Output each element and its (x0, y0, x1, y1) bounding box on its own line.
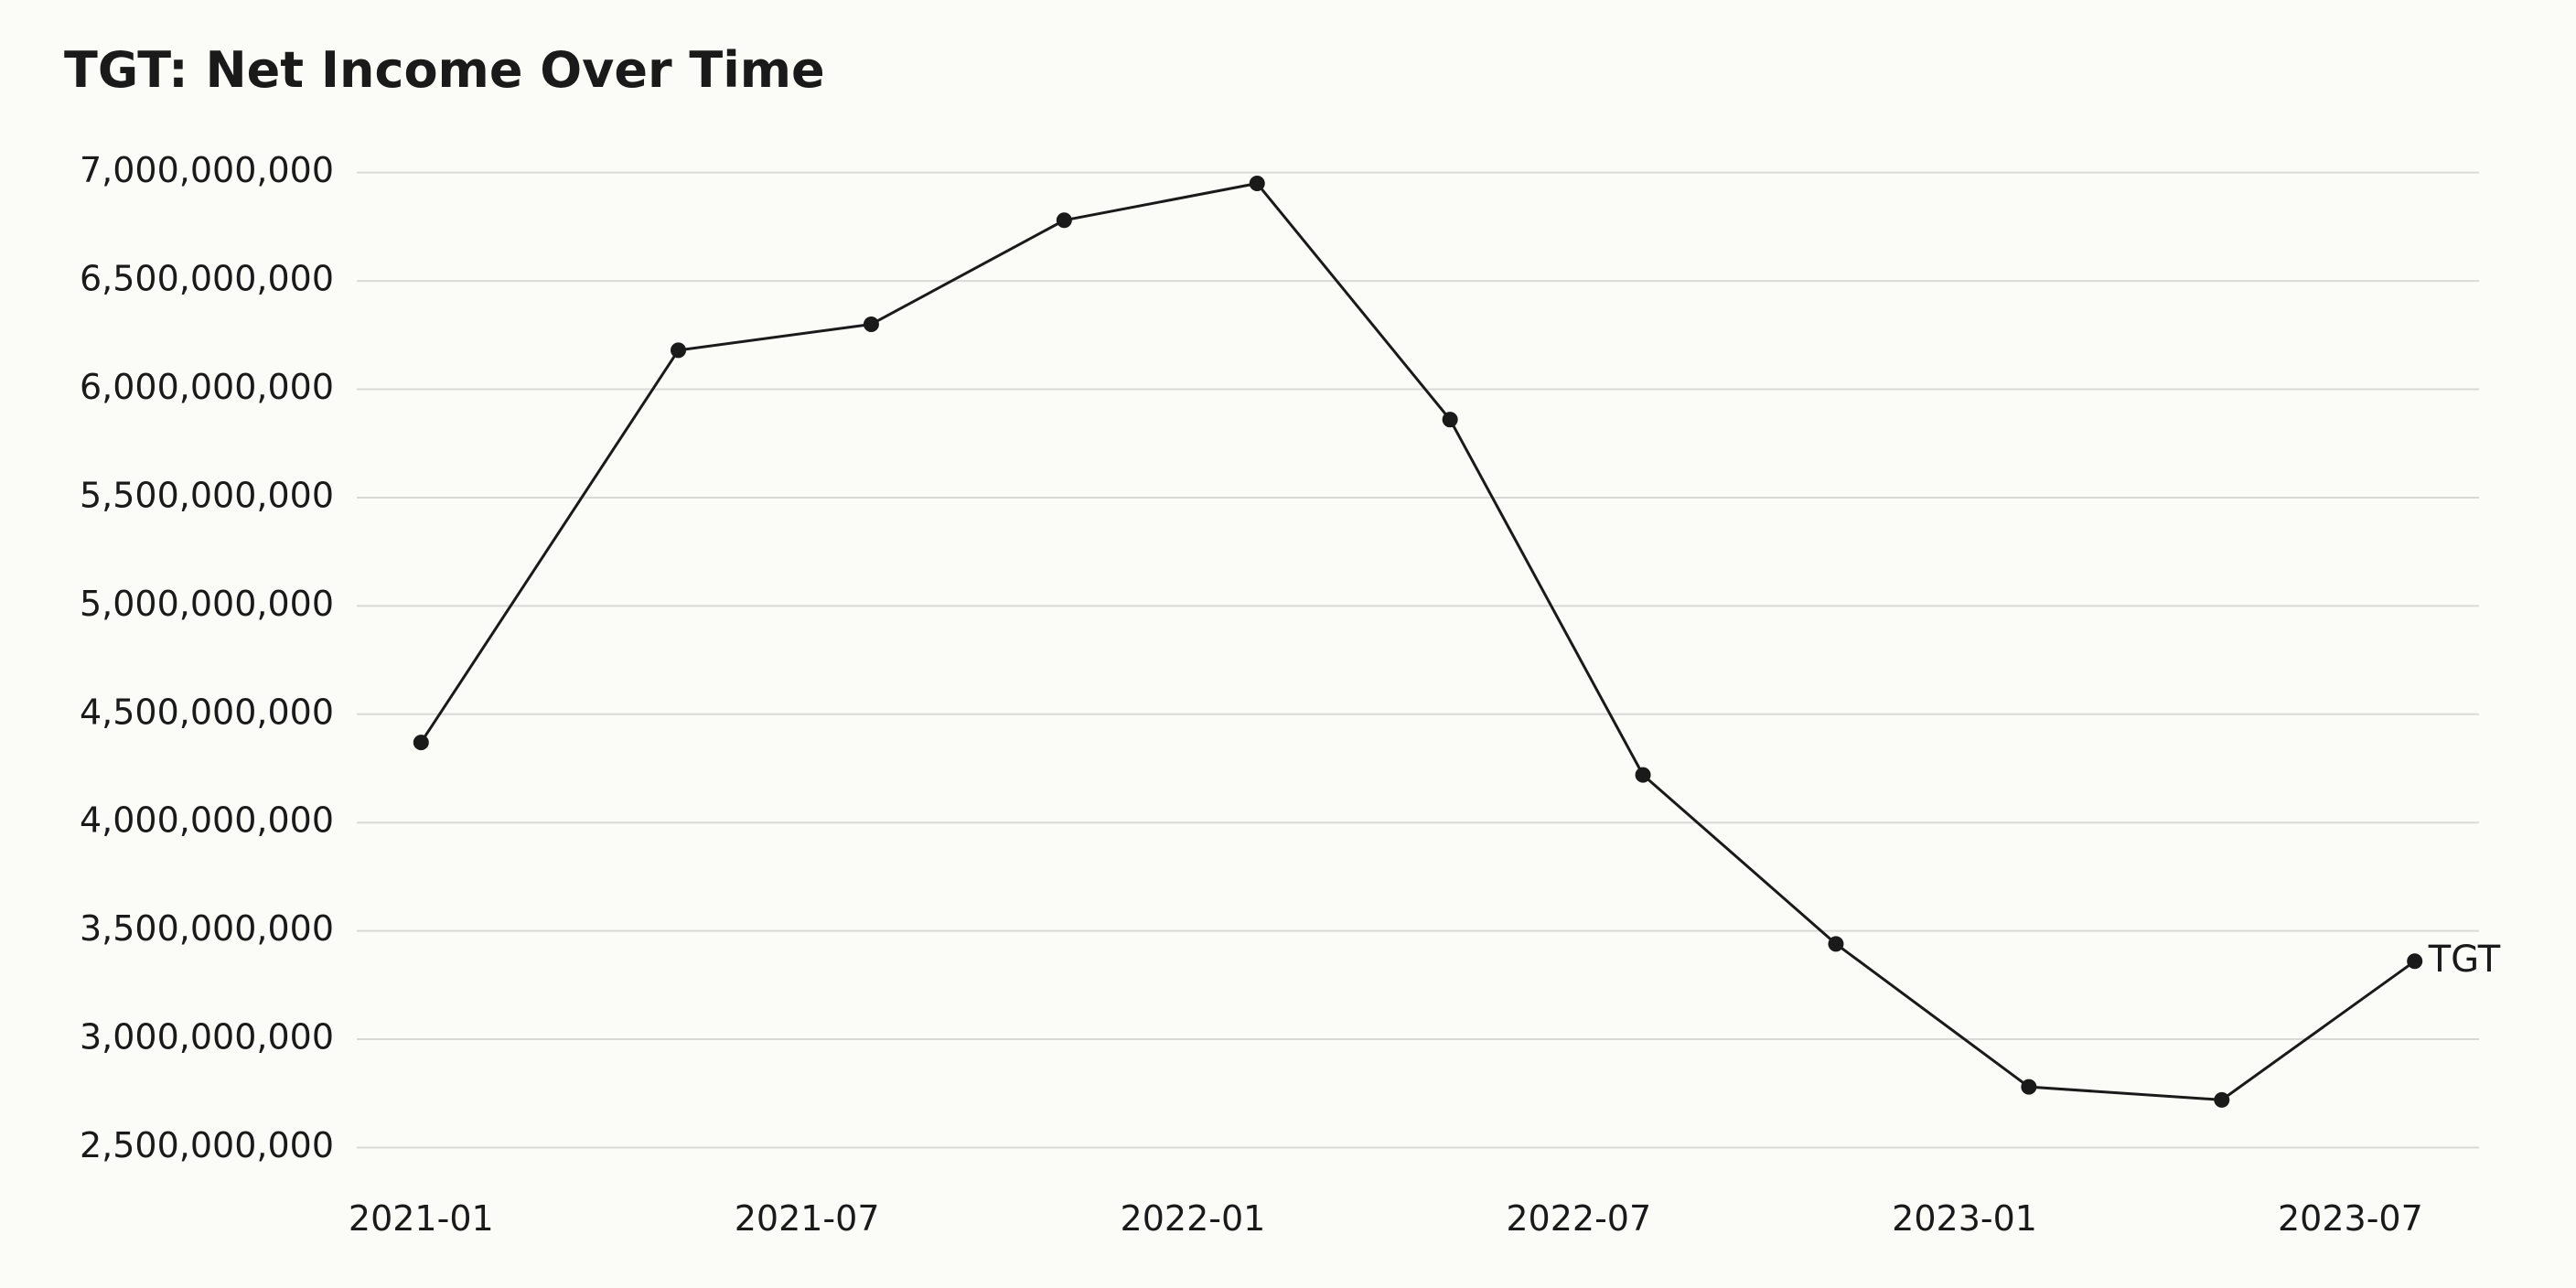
data-point (2022, 1079, 2036, 1094)
series-line-tgt (421, 184, 2414, 1100)
x-tick-label: 2021-07 (735, 1198, 880, 1239)
x-tick-label: 2021-01 (349, 1198, 494, 1239)
y-tick-label: 3,500,000,000 (80, 908, 334, 949)
y-axis-tick-labels: 2,500,000,000 3,000,000,000 3,500,000,000 4… (80, 150, 334, 1165)
chart-title: TGT: Net Income Over Time (64, 41, 825, 99)
x-axis-tick-labels: 2021-01 2021-07 2022-01 2022-07 2023-01 2023-… (349, 1198, 2423, 1239)
data-point (2215, 1092, 2229, 1107)
gridlines (357, 173, 2479, 1148)
x-tick-label: 2023-01 (1892, 1198, 2037, 1239)
y-tick-label: 6,500,000,000 (80, 259, 334, 299)
data-point (1250, 177, 1264, 191)
y-tick-label: 2,500,000,000 (80, 1125, 334, 1165)
x-tick-label: 2022-01 (1121, 1198, 1266, 1239)
x-tick-label: 2023-07 (2278, 1198, 2423, 1239)
data-point (1636, 767, 1650, 782)
data-point (413, 735, 428, 750)
y-tick-label: 4,500,000,000 (80, 692, 334, 732)
line-chart: TGT: Net Income Over Time 2,500,000,000 3… (0, 0, 2576, 1288)
y-tick-label: 5,000,000,000 (80, 584, 334, 624)
data-point (671, 343, 686, 358)
data-point (1057, 213, 1071, 228)
chart-container: TGT: Net Income Over Time 2,500,000,000 3… (0, 0, 2576, 1288)
x-tick-label: 2022-07 (1506, 1198, 1651, 1239)
y-tick-label: 3,000,000,000 (80, 1017, 334, 1057)
data-point (2408, 954, 2422, 969)
data-point (1829, 937, 1843, 951)
y-tick-label: 6,000,000,000 (80, 367, 334, 407)
y-tick-label: 4,000,000,000 (80, 800, 334, 841)
y-tick-label: 7,000,000,000 (80, 150, 334, 190)
data-point (864, 317, 878, 331)
y-tick-label: 5,500,000,000 (80, 475, 334, 515)
series-label-tgt: TGT (2428, 939, 2501, 981)
series-markers (413, 177, 2421, 1108)
data-point (1443, 413, 1457, 427)
